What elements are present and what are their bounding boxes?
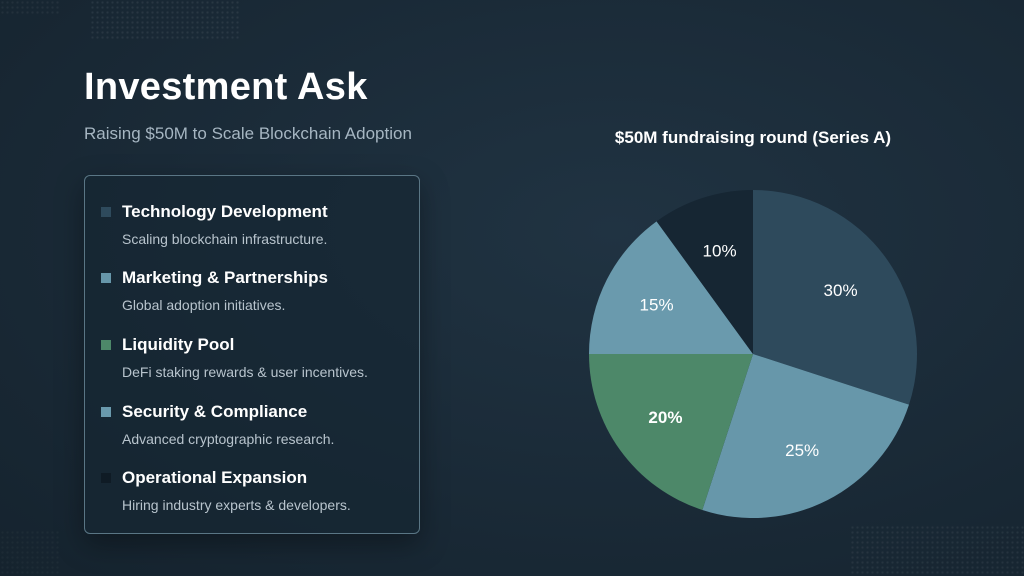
allocation-description: DeFi staking rewards & user incentives. <box>122 364 368 380</box>
allocation-description: Scaling blockchain infrastructure. <box>122 231 328 247</box>
allocation-description: Global adoption initiatives. <box>122 297 286 313</box>
swatch-square-icon <box>101 207 111 217</box>
pie-label-25: 25% <box>785 441 819 460</box>
allocation-title: Liquidity Pool <box>122 335 235 354</box>
pie-slice-25 <box>702 354 909 518</box>
pie-slice-30 <box>753 190 917 405</box>
pie-slice-10 <box>656 190 753 354</box>
allocation-title: Technology Development <box>122 202 328 221</box>
pie-label-30: 30% <box>824 281 858 300</box>
allocation-description: Hiring industry experts & developers. <box>122 497 351 513</box>
allocation-panel: Technology Development Scaling blockchai… <box>84 175 420 534</box>
slide-title: Investment Ask <box>84 66 368 108</box>
pie-slice-20 <box>589 354 753 510</box>
swatch-square-icon <box>101 407 111 417</box>
dot-pattern-bottom-left <box>0 530 60 576</box>
allocation-item-liquidity: Liquidity Pool DeFi staking rewards & us… <box>101 335 411 380</box>
swatch-square-icon <box>101 340 111 350</box>
swatch-square-icon <box>101 273 111 283</box>
allocation-item-marketing: Marketing & Partnerships Global adoption… <box>101 268 411 313</box>
dot-pattern-top-left <box>90 0 240 40</box>
allocation-item-security: Security & Compliance Advanced cryptogra… <box>101 402 411 447</box>
dot-pattern-top-left-edge <box>0 0 60 15</box>
pie-label-15: 15% <box>640 295 674 314</box>
chart-title: $50M fundraising round (Series A) <box>614 128 892 147</box>
pie-label-20: 20% <box>648 408 682 427</box>
swatch-square-icon <box>101 473 111 483</box>
pie-label-10: 10% <box>703 242 737 261</box>
allocation-title: Marketing & Partnerships <box>122 268 328 287</box>
pie-slice-15 <box>589 221 753 354</box>
pie-chart: 30% 25% 20% 15% 10% <box>589 190 917 518</box>
allocation-item-operations: Operational Expansion Hiring industry ex… <box>101 468 411 513</box>
allocation-title: Operational Expansion <box>122 468 308 487</box>
allocation-description: Advanced cryptographic research. <box>122 431 335 447</box>
allocation-item-technology: Technology Development Scaling blockchai… <box>101 202 411 247</box>
allocation-title: Security & Compliance <box>122 402 308 421</box>
slide-subtitle: Raising $50M to Scale Blockchain Adoptio… <box>84 124 412 143</box>
